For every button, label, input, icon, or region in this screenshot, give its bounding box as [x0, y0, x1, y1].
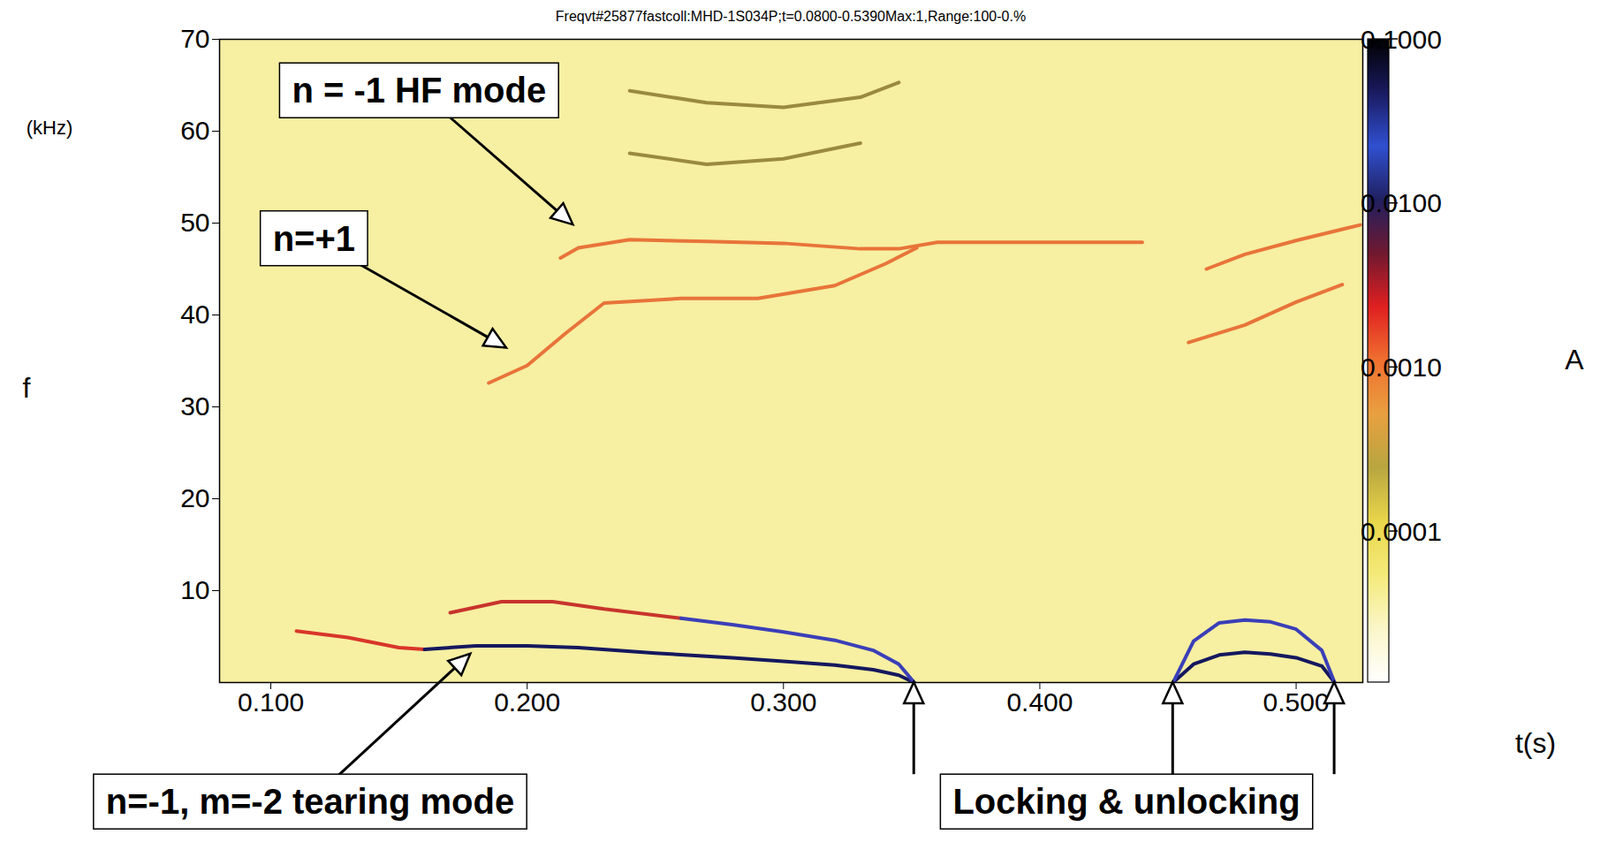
svg-text:0.100: 0.100 — [237, 687, 304, 717]
svg-text:0.400: 0.400 — [1006, 687, 1073, 717]
svg-text:0.0001: 0.0001 — [1360, 516, 1442, 546]
svg-text:60: 60 — [180, 115, 210, 145]
svg-text:30: 30 — [180, 391, 210, 421]
svg-text:(kHz): (kHz) — [26, 116, 74, 139]
svg-text:f: f — [22, 371, 31, 404]
svg-text:t(s): t(s) — [1515, 727, 1556, 759]
svg-text:40: 40 — [180, 299, 210, 329]
svg-text:20: 20 — [180, 483, 210, 513]
svg-text:0.500: 0.500 — [1263, 687, 1330, 717]
svg-text:10: 10 — [180, 575, 210, 605]
svg-text:0.1000: 0.1000 — [1360, 24, 1442, 54]
svg-text:50: 50 — [180, 207, 210, 237]
svg-text:Freqvt#25877fastcoll:MHD-1S034: Freqvt#25877fastcoll:MHD-1S034P;t=0.0800… — [555, 8, 1026, 24]
svg-text:n=-1, m=-2 tearing mode: n=-1, m=-2 tearing mode — [106, 781, 515, 821]
svg-text:0.200: 0.200 — [493, 687, 561, 717]
svg-text:0.0010: 0.0010 — [1360, 352, 1442, 382]
svg-text:A: A — [1564, 343, 1585, 376]
svg-text:n=+1: n=+1 — [272, 219, 356, 258]
svg-text:Locking & unlocking: Locking & unlocking — [952, 781, 1300, 821]
svg-text:n = -1 HF mode: n = -1 HF mode — [291, 70, 546, 110]
svg-text:0.0100: 0.0100 — [1360, 188, 1442, 218]
svg-text:70: 70 — [180, 23, 210, 54]
svg-text:0.300: 0.300 — [750, 687, 817, 717]
